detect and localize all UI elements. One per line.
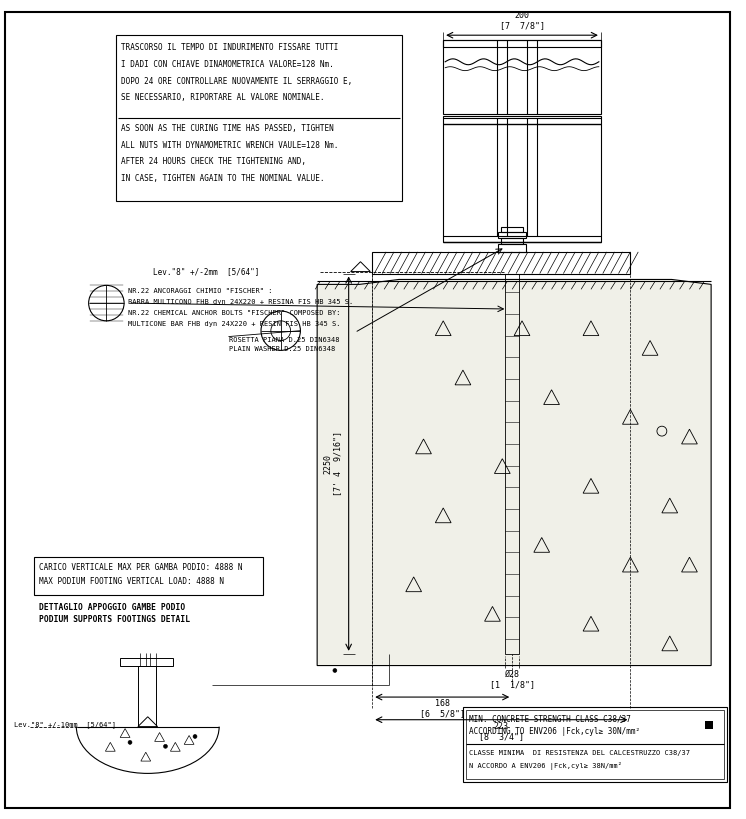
Bar bbox=[120, 658, 173, 666]
Text: AFTER 24 HOURS CHECK THE TIGHTENING AND,: AFTER 24 HOURS CHECK THE TIGHTENING AND, bbox=[121, 157, 306, 166]
Text: 2250
[7' 4  9/16"]: 2250 [7' 4 9/16"] bbox=[323, 431, 342, 496]
Bar bbox=[138, 666, 156, 726]
Text: TRASCORSO IL TEMPO DI INDURIMENTO FISSARE TUTTI: TRASCORSO IL TEMPO DI INDURIMENTO FISSAR… bbox=[121, 43, 339, 52]
Text: CARICO VERTICALE MAX PER GAMBA PODIO: 4888 N: CARICO VERTICALE MAX PER GAMBA PODIO: 48… bbox=[40, 563, 243, 572]
Text: MULTICONE BAR FHB dyn 24X220 + RESIN FIS HB 345 S.: MULTICONE BAR FHB dyn 24X220 + RESIN FIS… bbox=[128, 321, 340, 327]
Circle shape bbox=[193, 735, 197, 739]
Text: DOPO 24 ORE CONTROLLARE NUOVAMENTE IL SERRAGGIO E,: DOPO 24 ORE CONTROLLARE NUOVAMENTE IL SE… bbox=[121, 76, 352, 85]
Text: ACCORDING TO ENV206 |Fck,cyl≥ 30N/mm²: ACCORDING TO ENV206 |Fck,cyl≥ 30N/mm² bbox=[468, 726, 640, 735]
Text: Ø28
[1  1/8"]: Ø28 [1 1/8"] bbox=[489, 669, 535, 689]
Bar bbox=[116, 35, 402, 201]
Bar bbox=[501, 238, 523, 244]
Text: N ACCORDO A ENV206 |Fck,cyl≥ 38N/mm²: N ACCORDO A ENV206 |Fck,cyl≥ 38N/mm² bbox=[468, 762, 622, 770]
Bar bbox=[443, 40, 601, 114]
Text: AS SOON AS THE CURING TIME HAS PASSED, TIGHTEN: AS SOON AS THE CURING TIME HAS PASSED, T… bbox=[121, 124, 334, 133]
Text: I DADI CON CHIAVE DINAMOMETRICA VALORE=128 Nm.: I DADI CON CHIAVE DINAMOMETRICA VALORE=1… bbox=[121, 60, 334, 69]
Text: MAX PODIUM FOOTING VERTICAL LOAD: 4888 N: MAX PODIUM FOOTING VERTICAL LOAD: 4888 N bbox=[40, 577, 225, 586]
Text: IN CASE, TIGHTEN AGAIN TO THE NOMINAL VALUE.: IN CASE, TIGHTEN AGAIN TO THE NOMINAL VA… bbox=[121, 174, 325, 183]
Text: 223
[8  3/4"]: 223 [8 3/4"] bbox=[479, 722, 524, 741]
Bar bbox=[443, 40, 601, 47]
Text: PLAIN WASHER D.25 DIN6348: PLAIN WASHER D.25 DIN6348 bbox=[228, 346, 335, 352]
Text: NR.22 ANCORAGGI CHIMIO "FISCHER" :: NR.22 ANCORAGGI CHIMIO "FISCHER" : bbox=[128, 288, 272, 294]
Text: ALL NUTS WITH DYNAMOMETRIC WRENCH VAULE=128 Nm.: ALL NUTS WITH DYNAMOMETRIC WRENCH VAULE=… bbox=[121, 141, 339, 150]
Polygon shape bbox=[317, 279, 711, 666]
Bar bbox=[498, 232, 526, 238]
Bar bbox=[501, 227, 523, 232]
Text: MIN. CONCRETE STRENGTH CLASS C38/37: MIN. CONCRETE STRENGTH CLASS C38/37 bbox=[468, 715, 630, 724]
Text: 168
[6  5/8"]: 168 [6 5/8"] bbox=[420, 699, 465, 718]
Bar bbox=[505, 274, 519, 654]
Circle shape bbox=[333, 668, 337, 672]
Bar bbox=[498, 244, 526, 252]
Text: 200
[7  7/8"]: 200 [7 7/8"] bbox=[500, 11, 545, 30]
Bar bbox=[705, 721, 713, 729]
Text: ROSETTA PIANA D.25 DIN6348: ROSETTA PIANA D.25 DIN6348 bbox=[228, 337, 339, 342]
Text: DETTAGLIO APPOGGIO GAMBE PODIO: DETTAGLIO APPOGGIO GAMBE PODIO bbox=[40, 603, 186, 612]
Bar bbox=[466, 710, 724, 779]
Bar bbox=[372, 252, 630, 274]
Text: Lev."8" +/-2mm  [5/64"]: Lev."8" +/-2mm [5/64"] bbox=[153, 267, 259, 276]
Circle shape bbox=[128, 740, 132, 744]
Text: SE NECESSARIO, RIPORTARE AL VALORE NOMINALE.: SE NECESSARIO, RIPORTARE AL VALORE NOMIN… bbox=[121, 93, 325, 102]
Bar bbox=[443, 116, 601, 242]
Text: NR.22 CHEMICAL ANCHOR BOLTS "FISCHER" COMPOSED BY:: NR.22 CHEMICAL ANCHOR BOLTS "FISCHER" CO… bbox=[128, 310, 340, 316]
Text: BARRA MULTICONO FHB dyn 24X220 + RESINA FIS HB 345 S.: BARRA MULTICONO FHB dyn 24X220 + RESINA … bbox=[128, 299, 354, 305]
Bar bbox=[34, 557, 263, 595]
Circle shape bbox=[163, 744, 167, 749]
Text: CLASSE MINIMA  DI RESISTENZA DEL CALCESTRUZZO C38/37: CLASSE MINIMA DI RESISTENZA DEL CALCESTR… bbox=[468, 750, 690, 756]
Text: PODIUM SUPPORTS FOOTINGS DETAIL: PODIUM SUPPORTS FOOTINGS DETAIL bbox=[40, 615, 190, 624]
Bar bbox=[463, 707, 727, 782]
Text: Lev."8" +/-10mm  [5/64"]: Lev."8" +/-10mm [5/64"] bbox=[13, 722, 116, 728]
